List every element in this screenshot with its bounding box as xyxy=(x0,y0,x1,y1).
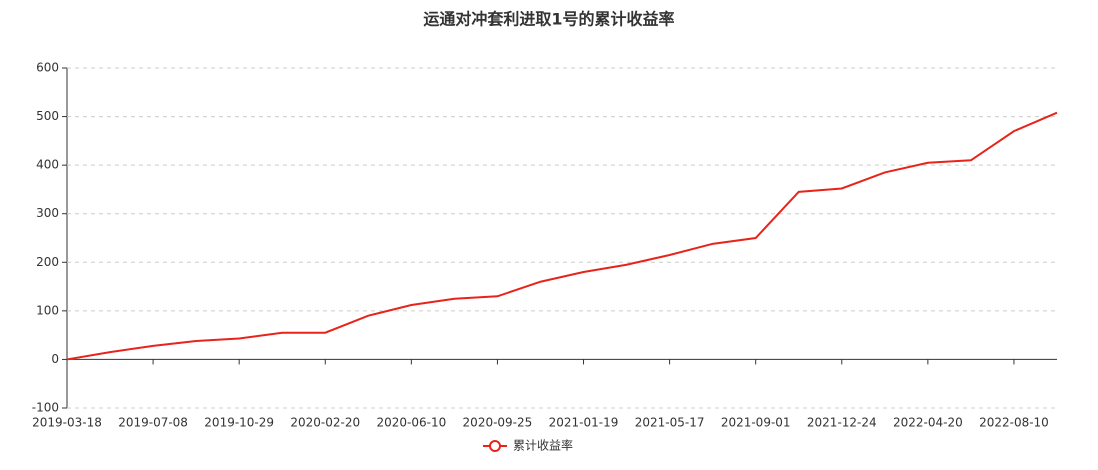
chart-title: 运通对冲套利进取1号的累计收益率 xyxy=(423,10,674,29)
legend-label: 累计收益率 xyxy=(513,438,573,453)
x-tick-label: 2019-03-18 xyxy=(32,416,102,430)
legend-marker xyxy=(489,440,501,452)
x-tick-label: 2019-10-29 xyxy=(204,416,274,430)
y-tick-label: -100 xyxy=(32,401,59,415)
x-tick-label: 2021-01-19 xyxy=(549,416,619,430)
y-tick-label: 100 xyxy=(36,303,59,317)
y-tick-label: 300 xyxy=(36,206,59,220)
y-tick-label: 600 xyxy=(36,61,59,75)
x-tick-label: 2020-06-10 xyxy=(376,416,446,430)
x-tick-label: 2021-09-01 xyxy=(721,416,791,430)
x-tick-label: 2020-02-20 xyxy=(290,416,360,430)
x-tick-label: 2020-09-25 xyxy=(463,416,533,430)
y-tick-label: 200 xyxy=(36,255,59,269)
x-tick-label: 2019-07-08 xyxy=(118,416,188,430)
x-tick-label: 2022-04-20 xyxy=(893,416,963,430)
x-tick-label: 2022-08-10 xyxy=(979,416,1049,430)
y-tick-label: 400 xyxy=(36,158,59,172)
line xyxy=(66,111,1058,361)
y-tick-label: 0 xyxy=(51,352,59,366)
x-tick-label: 2021-05-17 xyxy=(635,416,705,430)
x-tick-label: 2021-12-24 xyxy=(807,416,877,430)
y-tick-label: 500 xyxy=(36,109,59,123)
